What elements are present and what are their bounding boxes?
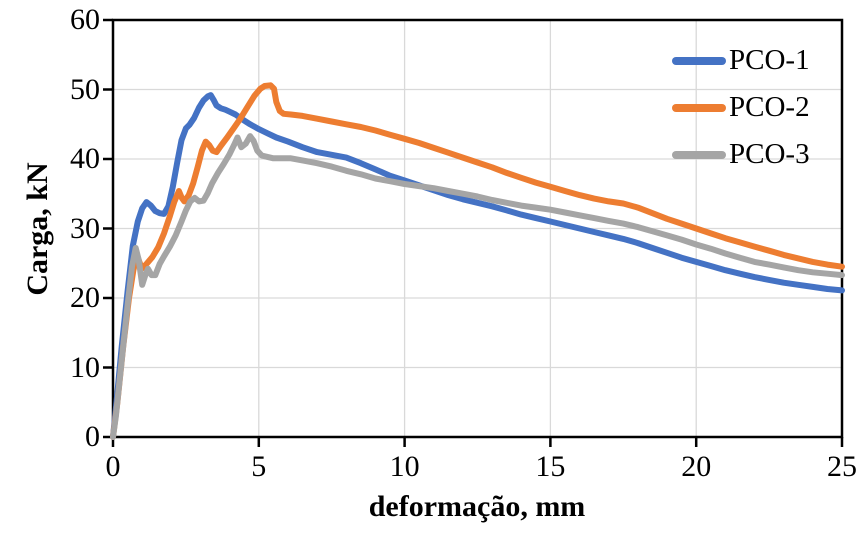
legend-item-pco-2: PCO-2 (672, 92, 810, 123)
x-axis-title: deformação, mm (368, 490, 586, 523)
y-tick-label: 40 (70, 142, 100, 175)
legend-item-pco-3: PCO-3 (672, 139, 810, 170)
x-tick-label: 25 (827, 450, 857, 483)
legend-item-pco-1: PCO-1 (672, 45, 810, 76)
legend-swatch-pco-1 (672, 56, 726, 65)
y-tick-label: 0 (85, 420, 100, 453)
legend: PCO-1 PCO-2 PCO-3 (672, 45, 810, 186)
series-line-pco-3 (110, 133, 845, 440)
legend-label: PCO-1 (729, 44, 810, 76)
legend-swatch-pco-3 (672, 150, 726, 159)
x-tick-label: 20 (681, 450, 712, 483)
y-tick-label: 60 (70, 3, 100, 36)
x-tick-label: 0 (105, 450, 121, 483)
legend-label: PCO-3 (729, 138, 810, 170)
legend-swatch-pco-2 (672, 103, 726, 112)
y-tick-label: 30 (70, 211, 100, 245)
series-line-pco-2 (110, 82, 845, 440)
y-tick-label: 50 (70, 72, 100, 106)
x-tick-label: 5 (251, 450, 267, 483)
y-tick-label: 20 (70, 281, 100, 314)
y-axis-title: Carga, kN (21, 162, 54, 296)
x-tick-label: 15 (535, 450, 566, 483)
legend-label: PCO-2 (729, 91, 810, 123)
series-line-pco-1 (110, 92, 845, 440)
x-tick-label: 10 (389, 450, 420, 483)
y-tick-label: 10 (70, 350, 100, 384)
